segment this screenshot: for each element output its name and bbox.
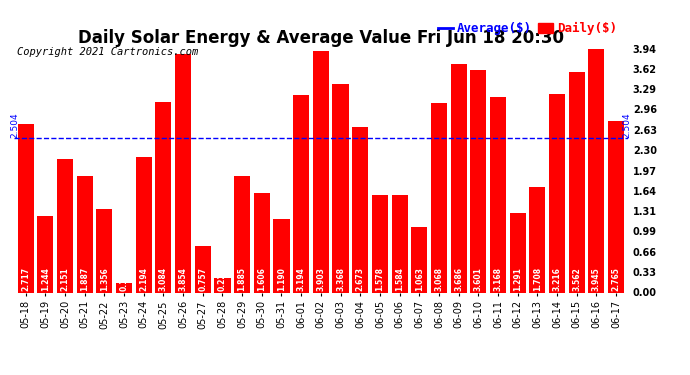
Text: 3.168: 3.168 — [493, 267, 502, 291]
Text: 1.887: 1.887 — [80, 267, 89, 291]
Bar — [273, 219, 290, 292]
Text: 1.885: 1.885 — [237, 267, 246, 291]
Bar — [411, 227, 427, 292]
Bar — [136, 157, 152, 292]
Bar — [116, 283, 132, 292]
Bar — [57, 159, 73, 292]
Bar — [17, 124, 34, 292]
Bar — [313, 51, 329, 292]
Text: 3.854: 3.854 — [179, 267, 188, 291]
Text: 2.194: 2.194 — [139, 267, 148, 291]
Text: 1.708: 1.708 — [533, 267, 542, 291]
Bar — [352, 127, 368, 292]
Text: 2.504: 2.504 — [622, 112, 631, 138]
Text: 3.194: 3.194 — [297, 267, 306, 291]
Bar — [608, 122, 624, 292]
Text: 3.562: 3.562 — [572, 267, 581, 291]
Text: 2.151: 2.151 — [61, 267, 70, 291]
Text: 1.063: 1.063 — [415, 267, 424, 291]
Bar — [589, 48, 604, 292]
Bar — [254, 193, 270, 292]
Bar — [451, 64, 466, 292]
Bar — [569, 72, 585, 292]
Bar — [234, 176, 250, 292]
Text: 3.903: 3.903 — [316, 267, 326, 291]
Text: 2.504: 2.504 — [10, 112, 19, 138]
Text: 3.945: 3.945 — [592, 267, 601, 291]
Text: 0.757: 0.757 — [198, 267, 207, 291]
Bar — [333, 84, 348, 292]
Text: 1.291: 1.291 — [513, 267, 522, 291]
Title: Daily Solar Energy & Average Value Fri Jun 18 20:30: Daily Solar Energy & Average Value Fri J… — [78, 29, 564, 47]
Bar — [490, 96, 506, 292]
Text: 2.765: 2.765 — [611, 267, 620, 291]
Bar — [549, 93, 565, 292]
Text: 1.356: 1.356 — [100, 267, 109, 291]
Legend: Average($), Daily($): Average($), Daily($) — [433, 17, 622, 40]
Text: 3.084: 3.084 — [159, 267, 168, 291]
Text: 1.578: 1.578 — [375, 267, 384, 291]
Text: 2.673: 2.673 — [356, 267, 365, 291]
Bar — [529, 187, 545, 292]
Text: 3.686: 3.686 — [454, 267, 463, 291]
Bar — [372, 195, 388, 292]
Bar — [97, 209, 112, 292]
Bar — [293, 95, 309, 292]
Bar — [215, 279, 230, 292]
Bar — [195, 246, 211, 292]
Text: 0.157: 0.157 — [119, 267, 128, 291]
Text: 2.717: 2.717 — [21, 267, 30, 291]
Text: 3.068: 3.068 — [435, 267, 444, 291]
Bar — [471, 70, 486, 292]
Bar — [391, 195, 408, 292]
Text: 1.244: 1.244 — [41, 267, 50, 291]
Bar — [37, 216, 53, 292]
Bar — [431, 103, 447, 292]
Text: 3.368: 3.368 — [336, 267, 345, 291]
Text: 1.606: 1.606 — [257, 267, 266, 291]
Bar — [77, 176, 92, 292]
Text: Copyright 2021 Cartronics.com: Copyright 2021 Cartronics.com — [17, 47, 199, 57]
Bar — [175, 54, 191, 292]
Bar — [510, 213, 526, 292]
Text: 3.601: 3.601 — [474, 267, 483, 291]
Text: 1.584: 1.584 — [395, 267, 404, 291]
Text: 1.190: 1.190 — [277, 267, 286, 291]
Text: 0.227: 0.227 — [218, 267, 227, 291]
Bar — [155, 102, 171, 292]
Text: 3.216: 3.216 — [553, 267, 562, 291]
